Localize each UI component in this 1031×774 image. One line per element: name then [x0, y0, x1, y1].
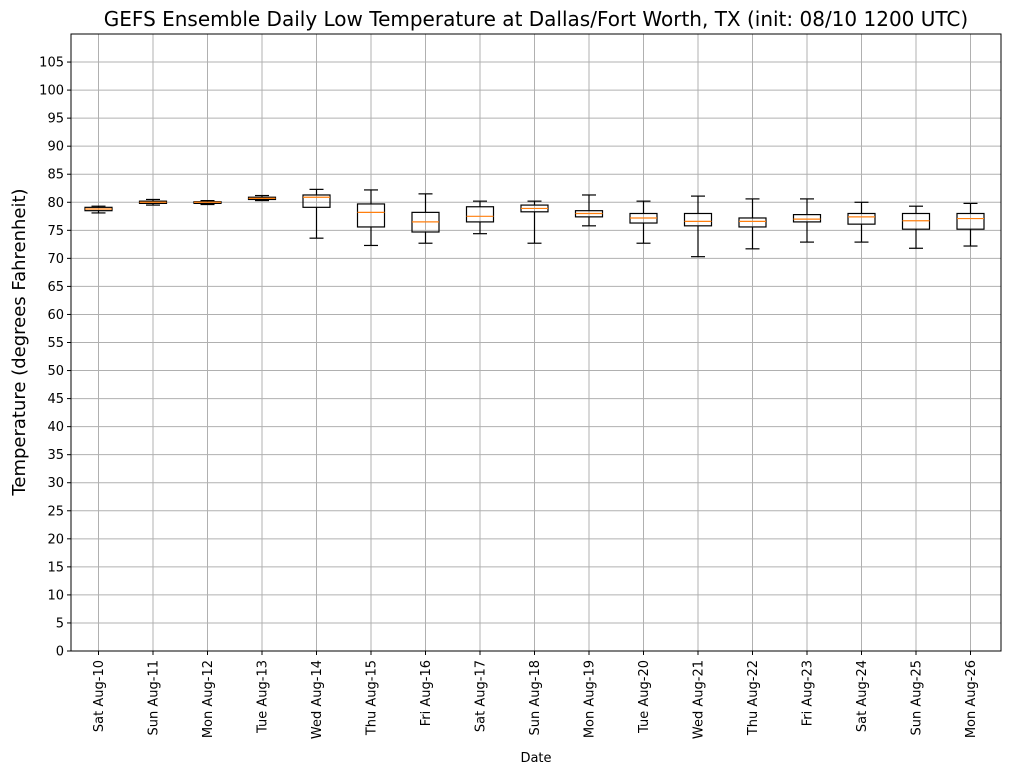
- x-tick-label: Sun Aug-18: [528, 660, 543, 735]
- y-tick-label: 45: [47, 392, 64, 407]
- boxplot-13: [792, 198, 822, 243]
- y-tick-label: 15: [47, 560, 64, 575]
- x-tick-label: Mon Aug-12: [201, 660, 216, 738]
- boxplot-12: [738, 198, 767, 250]
- y-axis-label: Temperature (degrees Fahrenheit): [9, 188, 30, 496]
- x-tick-label: Sun Aug-25: [910, 660, 925, 735]
- x-tick-label: Wed Aug-14: [310, 660, 325, 739]
- grid: [71, 34, 1001, 652]
- x-tick-label: Thu Aug-15: [365, 660, 380, 736]
- x-tick-label: Mon Aug-26: [964, 660, 979, 738]
- boxplot-6: [411, 193, 440, 244]
- boxplot-2: [193, 199, 222, 206]
- chart-title: GEFS Ensemble Daily Low Temperature at D…: [104, 7, 968, 31]
- boxplot-11: [683, 195, 713, 258]
- y-tick-label: 35: [47, 448, 64, 463]
- boxplot-8: [520, 200, 549, 244]
- x-tick-label: Thu Aug-22: [746, 660, 761, 736]
- iqr-box: [792, 214, 822, 223]
- iqr-box: [302, 194, 331, 208]
- x-tick-label: Sat Aug-10: [92, 660, 107, 732]
- boxplot-0: [84, 205, 113, 214]
- x-tick-label: Fri Aug-23: [801, 660, 816, 726]
- boxplot-4: [302, 188, 331, 239]
- iqr-box: [738, 217, 767, 228]
- y-axis-ticks: 0 5 10 15 20 25 30 35 40 45 50 55 60 65 70 75 80 85 90 95 10…: [39, 56, 71, 660]
- y-tick-label: 60: [47, 308, 64, 323]
- iqr-box: [956, 212, 985, 230]
- x-tick-label: Sat Aug-24: [855, 660, 870, 732]
- boxplots: [84, 188, 985, 258]
- y-tick-label: 100: [39, 84, 64, 99]
- x-tick-label: Tue Aug-20: [637, 660, 652, 734]
- boxplot-16: [956, 202, 985, 247]
- y-tick-label: 95: [47, 112, 64, 127]
- boxplot-9: [574, 194, 604, 227]
- y-tick-label: 80: [47, 196, 64, 211]
- y-tick-label: 0: [56, 645, 64, 660]
- x-tick-label: Sun Aug-11: [147, 660, 162, 735]
- x-axis-label: Date: [520, 751, 551, 766]
- y-tick-label: 65: [47, 280, 64, 295]
- y-tick-label: 10: [47, 588, 64, 603]
- boxplot-10: [629, 200, 658, 244]
- iqr-box: [356, 203, 386, 228]
- y-tick-label: 30: [47, 476, 64, 491]
- x-axis-ticks: Sat Aug-10 Sun Aug-11 Mon Aug-12 Tue Aug-13…: [92, 651, 979, 739]
- boxplot-7: [465, 200, 495, 235]
- y-tick-label: 90: [47, 140, 64, 155]
- y-tick-label: 25: [47, 504, 64, 519]
- y-tick-label: 20: [47, 532, 64, 547]
- y-tick-label: 40: [47, 420, 64, 435]
- y-tick-label: 85: [47, 168, 64, 183]
- x-tick-label: Tue Aug-13: [256, 660, 271, 734]
- y-tick-label: 70: [47, 252, 64, 267]
- iqr-box: [465, 206, 495, 223]
- x-tick-label: Fri Aug-16: [419, 660, 434, 726]
- x-tick-label: Mon Aug-19: [583, 660, 598, 738]
- y-tick-label: 105: [39, 56, 64, 71]
- boxplot-3: [247, 194, 277, 202]
- boxplot-1: [138, 198, 168, 206]
- y-tick-label: 75: [47, 224, 64, 239]
- boxplot-5: [356, 189, 386, 247]
- x-tick-label: Wed Aug-21: [692, 660, 707, 739]
- x-tick-label: Sat Aug-17: [474, 660, 489, 732]
- iqr-box: [683, 212, 713, 227]
- y-tick-label: 55: [47, 336, 64, 351]
- y-tick-label: 5: [56, 616, 64, 631]
- boxplot-15: [901, 205, 931, 249]
- boxplot-14: [847, 201, 876, 243]
- y-tick-label: 50: [47, 364, 64, 379]
- iqr-box: [847, 212, 876, 225]
